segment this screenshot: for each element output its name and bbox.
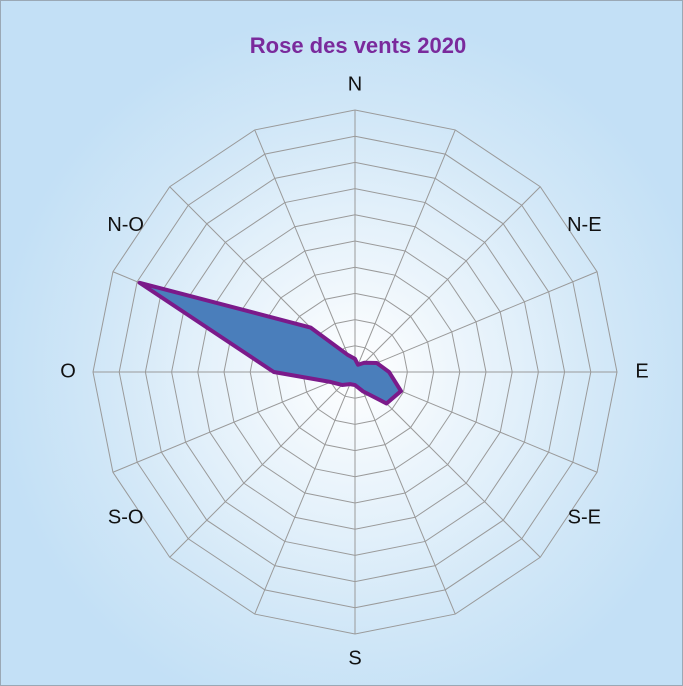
spoke: [354, 186, 541, 373]
direction-label: E: [635, 360, 648, 382]
data-area: [137, 280, 403, 406]
direction-label: N: [348, 73, 362, 95]
direction-label: N-O: [107, 214, 144, 236]
direction-label: S-E: [568, 506, 601, 528]
spoke: [254, 129, 356, 373]
spoke: [254, 371, 356, 615]
direction-label: S-O: [108, 506, 144, 528]
spoke: [112, 371, 356, 473]
direction-label: N-E: [567, 214, 601, 236]
spoke: [354, 271, 598, 373]
spoke: [354, 371, 456, 615]
chart-title: Rose des vents 2020: [250, 33, 466, 58]
direction-label: S: [348, 647, 361, 669]
spoke: [354, 129, 456, 373]
direction-label: O: [60, 360, 76, 382]
spoke: [169, 371, 356, 558]
